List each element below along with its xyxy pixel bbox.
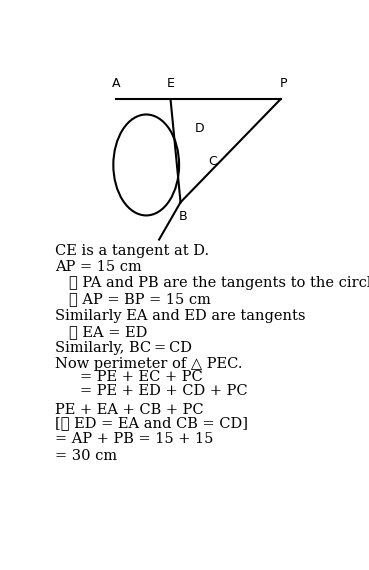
Text: D: D (194, 123, 204, 136)
Text: B: B (179, 210, 187, 223)
Text: E: E (166, 78, 175, 90)
Text: ∴ EA = ED: ∴ EA = ED (69, 325, 147, 339)
Text: AP = 15 cm: AP = 15 cm (55, 260, 141, 274)
Text: [∵ ED = EA and CB = CD]: [∵ ED = EA and CB = CD] (55, 416, 248, 430)
Text: Now perimeter of △ PEC.: Now perimeter of △ PEC. (55, 357, 242, 371)
Text: PE + EA + CB + PC: PE + EA + CB + PC (55, 403, 203, 417)
Text: C: C (208, 155, 217, 168)
Text: = PE + EC + PC: = PE + EC + PC (80, 370, 203, 384)
Text: ∴ AP = BP = 15 cm: ∴ AP = BP = 15 cm (69, 292, 211, 306)
Text: = AP + PB = 15 + 15: = AP + PB = 15 + 15 (55, 432, 213, 446)
Text: Similarly, BC = CD: Similarly, BC = CD (55, 341, 192, 355)
Text: = 30 cm: = 30 cm (55, 449, 117, 462)
Text: = PE + ED + CD + PC: = PE + ED + CD + PC (80, 384, 248, 397)
Text: P: P (280, 78, 287, 90)
Text: ∴ PA and PB are the tangents to the circle: ∴ PA and PB are the tangents to the circ… (69, 276, 369, 290)
Text: A: A (112, 78, 120, 90)
Text: Similarly EA and ED are tangents: Similarly EA and ED are tangents (55, 308, 305, 323)
Text: CE is a tangent at D.: CE is a tangent at D. (55, 243, 209, 258)
